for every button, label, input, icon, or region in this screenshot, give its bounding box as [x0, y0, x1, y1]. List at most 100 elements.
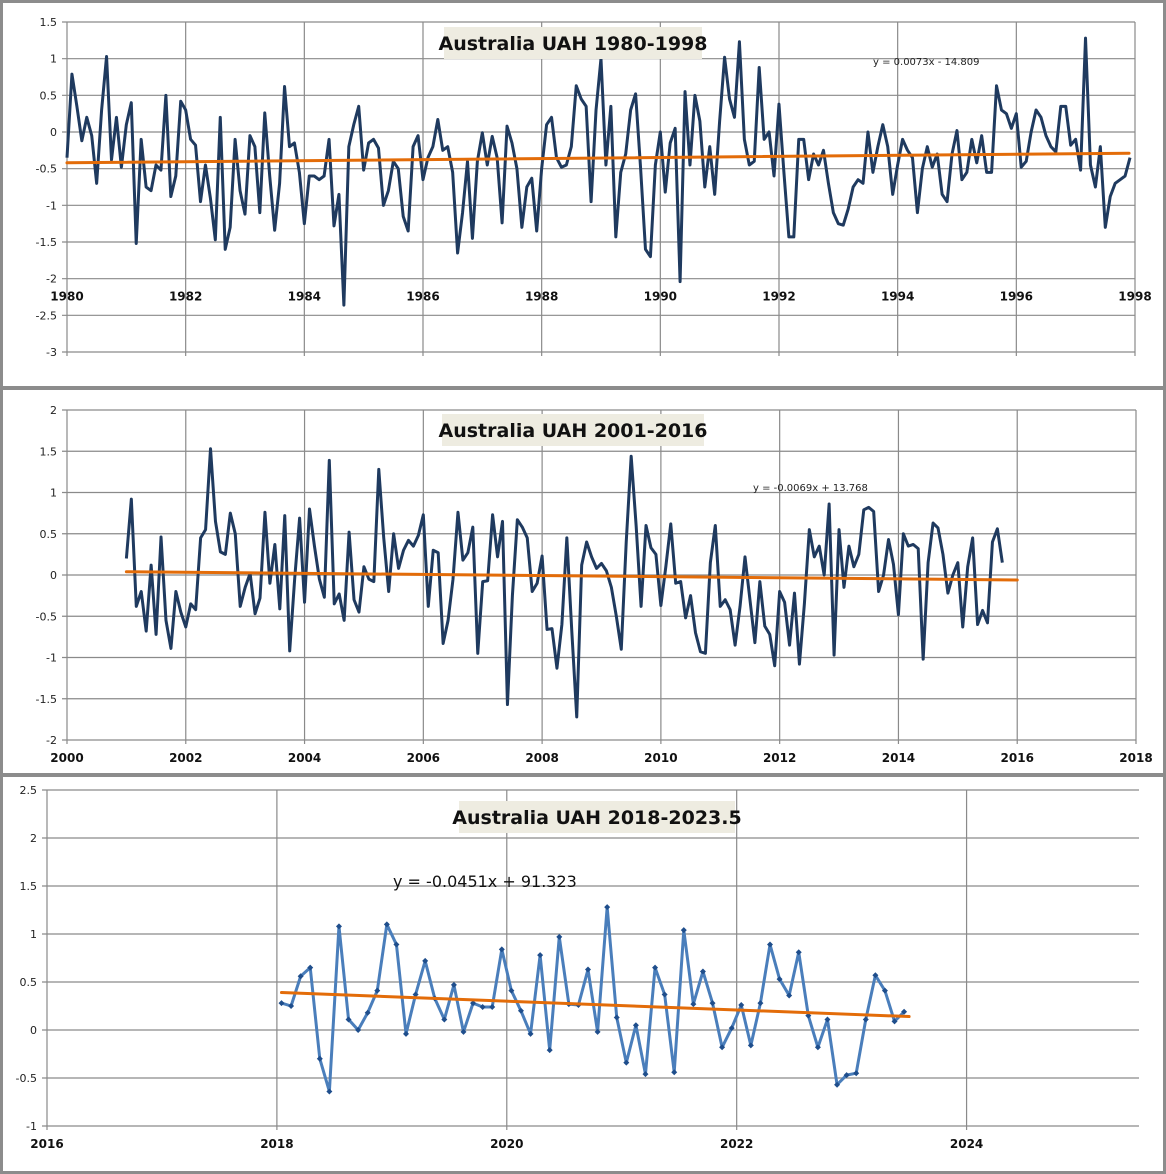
data-point-marker [728, 1025, 735, 1032]
data-point-marker [441, 1016, 448, 1023]
data-point-marker [335, 923, 342, 930]
data-point-marker [699, 968, 706, 975]
data-point-marker [738, 1002, 745, 1009]
data-point-marker [805, 1012, 812, 1019]
data-point-marker [383, 921, 390, 928]
chart-title: Australia UAH 2018-2023.5 [452, 807, 741, 829]
trendline [124, 570, 1019, 582]
x-tick-label: 1980 [50, 290, 83, 304]
x-tick-label: 1984 [288, 290, 321, 304]
data-point-marker [412, 991, 419, 998]
data-point-marker [623, 1059, 630, 1066]
data-point-marker [776, 976, 783, 983]
y-tick-label: 1.5 [20, 880, 38, 893]
x-tick-label: 2020 [490, 1137, 523, 1151]
y-tick-label: -1 [26, 1120, 37, 1133]
data-point-marker [719, 1044, 726, 1051]
x-tick-label: 1998 [1118, 290, 1151, 304]
data-point-marker [479, 1003, 486, 1010]
chart-panel-1980-1998: 1.5 1 0.5 0 -0.5 -1 -1.5 -2 -2.5 -3 1980 1982 1984 19… [0, 0, 1166, 389]
data-point-marker [834, 1081, 841, 1088]
data-point-marker [766, 941, 773, 948]
x-tick-label: 1988 [525, 290, 558, 304]
x-tick-label: 2018 [260, 1137, 293, 1151]
data-point-marker [450, 981, 457, 988]
data-point-marker [843, 1072, 850, 1079]
y-tick-label: -0.5 [36, 610, 57, 623]
x-tick-label: 2016 [1001, 751, 1034, 765]
y-tick-label: -2 [46, 734, 57, 747]
chart-2018-2023: 2.5 2 1.5 1 0.5 0 -0.5 -1 2016 2018 2020 2022 2024 Au… [16, 784, 1139, 1151]
x-tick-label: 1996 [1000, 290, 1033, 304]
data-point-marker [862, 1016, 869, 1023]
data-point-marker [881, 987, 888, 994]
x-tick-label: 1994 [881, 290, 914, 304]
data-point-marker [680, 927, 687, 934]
data-point-marker [814, 1044, 821, 1051]
chart-2001-2016: 2 1.5 1 0.5 0 -0.5 -1 -1.5 -2 2000 2002 2004 2006 200… [36, 404, 1153, 765]
data-series-line [65, 36, 1132, 307]
x-tick-label: 1990 [644, 290, 677, 304]
x-tick-label: 2024 [950, 1137, 983, 1151]
trendline [65, 151, 1131, 165]
x-tick-label: 2012 [763, 751, 796, 765]
data-point-marker [891, 1018, 898, 1025]
chart-1980-1998: 1.5 1 0.5 0 -0.5 -1 -1.5 -2 -2.5 -3 1980 1982 1984 19… [36, 16, 1152, 359]
data-point-marker [345, 1016, 352, 1023]
data-point-marker [527, 1030, 534, 1037]
x-tick-label: 2010 [644, 751, 677, 765]
data-point-marker [498, 946, 505, 953]
x-tick-label: 2006 [407, 751, 440, 765]
y-tick-label: -1 [46, 652, 57, 665]
data-point-marker [470, 1000, 477, 1007]
y-tick-label: -2.5 [36, 309, 57, 322]
x-tick-label: 1986 [406, 290, 439, 304]
data-point-marker [508, 987, 515, 994]
data-point-marker [517, 1007, 524, 1014]
data-point-marker [460, 1028, 467, 1035]
data-series-line [124, 447, 1004, 719]
y-tick-label: 1 [50, 53, 57, 66]
chart-panel-2001-2016: 2 1.5 1 0.5 0 -0.5 -1 -1.5 -2 2000 2002 2004 2006 200… [0, 387, 1166, 776]
data-point-marker [757, 1000, 764, 1007]
y-tick-label: -2 [46, 273, 57, 286]
y-tick-label: 1 [30, 928, 37, 941]
data-point-marker [422, 957, 429, 964]
data-point-marker [613, 1014, 620, 1021]
y-tick-label: 1 [50, 487, 57, 500]
data-point-marker [393, 941, 400, 948]
data-point-marker [786, 992, 793, 999]
data-point-marker [709, 1000, 716, 1007]
data-point-marker [661, 991, 668, 998]
data-point-marker [316, 1055, 323, 1062]
y-tick-label: 0 [50, 569, 57, 582]
x-tick-label: 2014 [882, 751, 915, 765]
data-point-marker [556, 933, 563, 940]
chart-title: Australia UAH 1980-1998 [439, 33, 708, 55]
data-point-marker [853, 1070, 860, 1077]
data-point-marker [307, 964, 314, 971]
y-tick-label: -0.5 [16, 1072, 37, 1085]
x-tick-label: 2016 [30, 1137, 63, 1151]
chart-title-box [442, 414, 704, 446]
data-point-marker [364, 1009, 371, 1016]
data-point-marker [585, 966, 592, 973]
data-point-marker [594, 1028, 601, 1035]
chart-panel-2018-2023: 2.5 2 1.5 1 0.5 0 -0.5 -1 2016 2018 2020 2022 2024 Au… [0, 774, 1166, 1174]
y-tick-label: 0.5 [20, 976, 38, 989]
y-tick-label: -1.5 [36, 236, 57, 249]
data-point-marker [690, 1001, 697, 1008]
data-point-marker [326, 1088, 333, 1095]
data-point-marker [604, 904, 611, 911]
y-tick-label: 0.5 [40, 89, 58, 102]
trendline [279, 991, 911, 1019]
data-point-marker [288, 1003, 295, 1009]
trendline-equation: y = -0.0069x + 13.768 [753, 483, 868, 494]
y-tick-label: 0.5 [40, 528, 58, 541]
chart-title-box [459, 801, 735, 833]
y-tick-label: -1 [46, 199, 57, 212]
y-tick-label: 2 [30, 832, 37, 845]
data-point-marker [546, 1047, 553, 1054]
data-point-marker [872, 972, 879, 979]
data-point-marker [297, 973, 304, 980]
